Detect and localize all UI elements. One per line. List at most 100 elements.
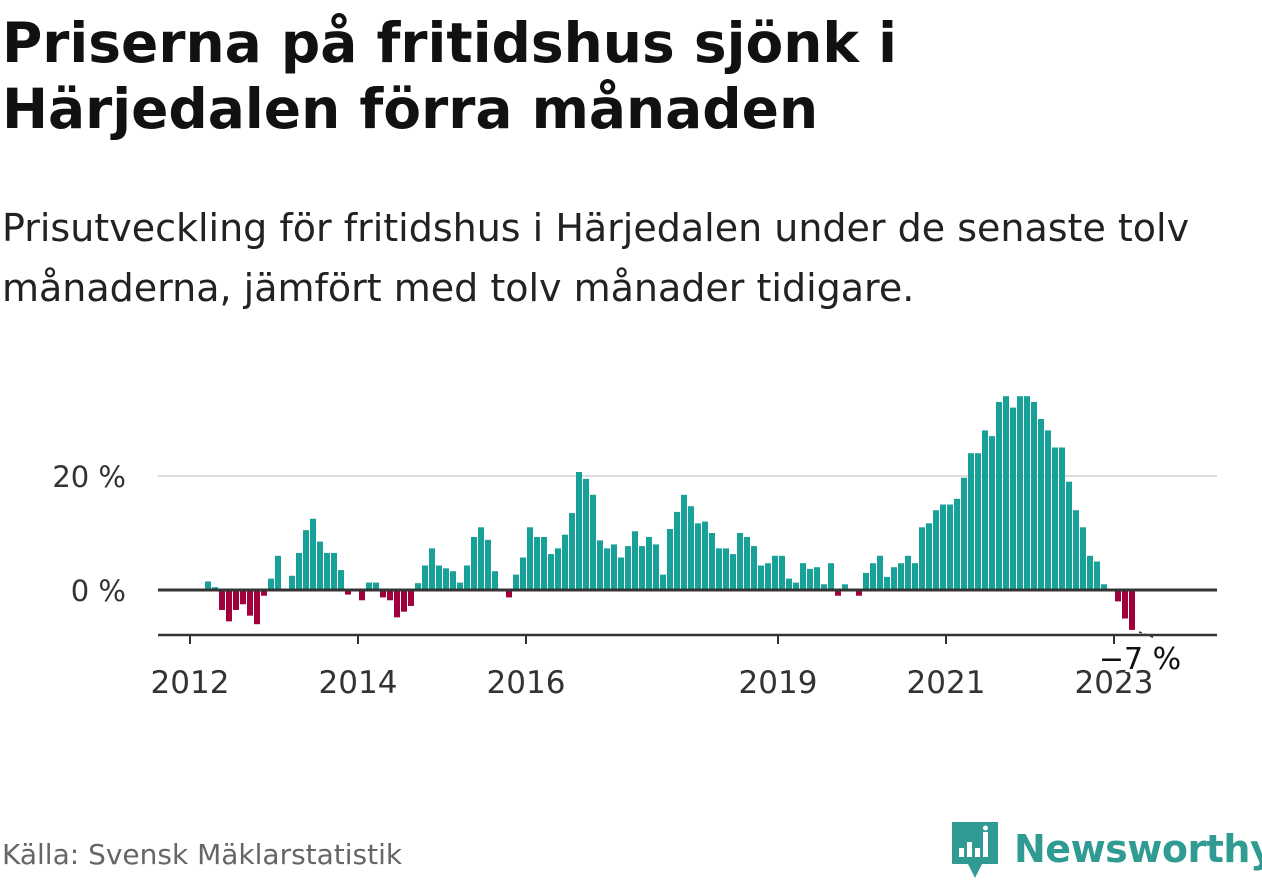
- axis-labels: 0 % 20 % 2012 2014 2016 2019 2021 2023−7 %: [52, 460, 1184, 701]
- data-bar: [898, 563, 904, 590]
- data-bar: [891, 567, 897, 590]
- x-tick-label: 2014: [319, 665, 398, 701]
- data-bar: [471, 536, 477, 590]
- data-bar: [807, 568, 813, 590]
- data-bar: [1010, 407, 1016, 590]
- chart-title: Priserna på fritidshus sjönk i Härjedale…: [2, 11, 897, 141]
- data-bar: [625, 546, 631, 590]
- data-bar: [450, 571, 456, 590]
- bar-chart: 0 % 20 % 2012 2014 2016 2019 2021 2023−7 %: [52, 396, 1217, 701]
- data-bar: [912, 563, 918, 590]
- data-bar: [338, 570, 344, 590]
- annotation-leader: [1138, 631, 1156, 639]
- data-bar: [513, 574, 519, 590]
- data-bar: [702, 521, 708, 590]
- data-bar: [758, 565, 764, 590]
- data-bar: [422, 565, 428, 590]
- data-bar: [415, 583, 421, 590]
- data-bar: [345, 590, 351, 595]
- data-bar: [709, 533, 715, 590]
- data-bar: [527, 527, 533, 590]
- data-bar: [800, 563, 806, 590]
- data-bar: [492, 571, 498, 590]
- data-bar: [947, 504, 953, 590]
- data-bar: [366, 582, 372, 590]
- data-bar: [1094, 561, 1100, 590]
- data-bar: [723, 548, 729, 590]
- data-bar: [485, 539, 491, 590]
- data-bar: [744, 536, 750, 590]
- data-bar: [289, 575, 295, 590]
- data-bar: [611, 544, 617, 590]
- data-bar: [247, 590, 253, 616]
- data-bar: [1087, 555, 1093, 590]
- y-tick-label: 0 %: [71, 574, 126, 608]
- data-bar: [919, 527, 925, 590]
- data-bar: [569, 513, 575, 590]
- data-bar: [618, 557, 624, 590]
- data-bar: [590, 494, 596, 590]
- data-bar: [583, 478, 589, 590]
- data-bar: [716, 548, 722, 590]
- data-bar: [681, 494, 687, 590]
- data-bar: [478, 527, 484, 590]
- data-bar: [464, 565, 470, 590]
- x-tick-label: 2012: [151, 665, 230, 701]
- data-bar: [359, 590, 365, 601]
- data-bar: [940, 504, 946, 590]
- source-note: Källa: Svensk Mäklarstatistik: [2, 838, 403, 871]
- data-bar: [387, 590, 393, 601]
- x-tick-label: 2016: [487, 665, 566, 701]
- data-bar: [653, 544, 659, 590]
- data-bar: [1017, 396, 1023, 590]
- data-bar: [219, 590, 225, 610]
- data-bar: [751, 546, 757, 590]
- data-bar: [793, 582, 799, 590]
- data-bar: [597, 540, 603, 590]
- data-bar: [884, 576, 890, 590]
- data-bar: [905, 555, 911, 590]
- data-bar: [1052, 447, 1058, 590]
- bar-series: [205, 396, 1135, 630]
- data-bar: [254, 590, 260, 625]
- data-bar: [772, 555, 778, 590]
- data-bar: [1066, 481, 1072, 590]
- data-bar: [534, 536, 540, 590]
- data-bar: [443, 568, 449, 590]
- data-bar: [555, 548, 561, 590]
- data-bar: [933, 510, 939, 590]
- data-bar: [954, 498, 960, 590]
- data-bar: [1080, 527, 1086, 590]
- axes: [158, 588, 1217, 644]
- data-bar: [667, 529, 673, 590]
- data-bar: [975, 453, 981, 590]
- data-bar: [394, 590, 400, 618]
- y-tick-label: 20 %: [52, 460, 126, 494]
- data-bar: [429, 548, 435, 590]
- data-bar: [240, 590, 246, 605]
- data-bar: [520, 557, 526, 590]
- data-bar: [1059, 447, 1065, 590]
- data-bar: [961, 477, 967, 590]
- data-bar: [562, 534, 568, 590]
- data-bar: [968, 453, 974, 590]
- chart-bubble-icon: [952, 822, 998, 878]
- data-bar: [1003, 396, 1009, 590]
- data-bar: [1073, 510, 1079, 590]
- data-bar: [765, 563, 771, 590]
- data-bar: [877, 555, 883, 590]
- data-bar: [982, 430, 988, 590]
- data-bar: [688, 506, 694, 590]
- data-bar: [870, 563, 876, 590]
- data-bar: [1045, 430, 1051, 590]
- data-bar: [226, 590, 232, 622]
- data-bar: [296, 552, 302, 590]
- newsworthy-logo[interactable]: Newsworthy: [950, 818, 1262, 880]
- data-bar: [863, 572, 869, 590]
- data-bar: [737, 533, 743, 590]
- data-bar: [261, 590, 267, 596]
- data-bar: [268, 578, 274, 590]
- data-bar: [695, 523, 701, 590]
- data-bar: [835, 590, 841, 596]
- x-tick-label: 2023: [1075, 665, 1154, 701]
